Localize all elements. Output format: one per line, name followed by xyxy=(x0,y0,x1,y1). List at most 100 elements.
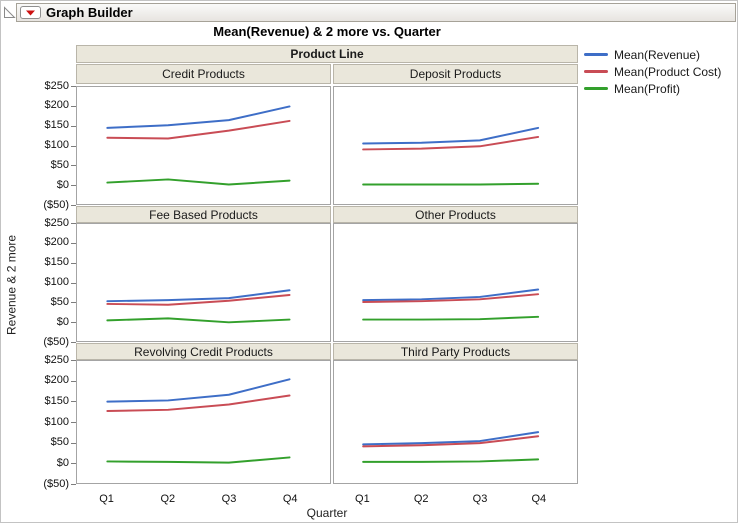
y-tick-mark xyxy=(71,442,76,444)
panel-header-third-party-products: Third Party Products xyxy=(333,343,578,360)
outline-header: Graph Builder xyxy=(16,3,736,22)
y-tick-label: $100 xyxy=(44,276,69,288)
y-tick-mark xyxy=(71,185,76,187)
window-title: Graph Builder xyxy=(46,5,133,20)
y-tick-mark xyxy=(71,360,76,361)
line-plot-other-products xyxy=(362,288,540,321)
y-tick-label: $50 xyxy=(50,158,69,171)
series-line xyxy=(362,293,540,303)
series-line xyxy=(362,182,540,186)
y-tick-label: $150 xyxy=(44,394,69,407)
line-plot-fee-based-products xyxy=(106,289,291,324)
y-axis-title: Revenue & 2 more xyxy=(4,234,19,336)
series-line xyxy=(362,458,540,463)
y-tick-mark xyxy=(71,380,76,382)
y-tick-mark xyxy=(71,125,76,127)
revenue-line-swatch-icon xyxy=(584,53,608,56)
y-tick-mark xyxy=(71,463,76,465)
y-tick-label: $0 xyxy=(56,178,69,191)
y-tick-label: ($50) xyxy=(43,477,69,490)
y-tick-mark xyxy=(71,484,76,485)
series-line xyxy=(362,435,540,448)
panel-other-products xyxy=(333,223,578,342)
y-tick-label: $200 xyxy=(44,99,69,112)
series-line xyxy=(362,288,540,302)
y-tick-label: $0 xyxy=(56,456,69,469)
panel-revolving-credit-products xyxy=(76,360,331,484)
red-triangle-menu-button[interactable] xyxy=(20,6,41,19)
y-tick-label: $150 xyxy=(44,119,69,132)
x-tick-label: Q2 xyxy=(413,493,429,505)
panel-credit-products xyxy=(76,86,331,205)
y-tick-label: $200 xyxy=(44,236,69,249)
y-tick-label: $200 xyxy=(44,374,69,387)
line-plot-third-party-products xyxy=(362,431,540,463)
x-tick-label: Q3 xyxy=(221,493,237,505)
series-line xyxy=(362,135,540,151)
disclosure-triangle-icon[interactable] xyxy=(3,6,16,19)
facet-band-product-line: Product Line xyxy=(76,45,578,63)
x-tick-label: Q4 xyxy=(282,493,298,505)
y-tick-mark xyxy=(71,342,76,343)
y-tick-mark xyxy=(71,105,76,107)
y-tick-mark xyxy=(71,302,76,304)
panel-header-other-products: Other Products xyxy=(333,206,578,223)
legend: Mean(Revenue) Mean(Product Cost) Mean(Pr… xyxy=(584,46,736,97)
x-tick-label: Q1 xyxy=(355,493,370,505)
panel-fee-based-products xyxy=(76,223,331,342)
y-tick-label: $250 xyxy=(44,79,69,92)
legend-item-profit[interactable]: Mean(Profit) xyxy=(584,80,736,97)
series-line xyxy=(106,119,291,140)
y-tick-label: $100 xyxy=(44,415,69,428)
series-line xyxy=(106,378,291,403)
y-tick-label: $50 xyxy=(50,295,69,308)
line-plot-deposit-products xyxy=(362,126,540,186)
series-line xyxy=(362,126,540,145)
y-tick-mark xyxy=(71,422,76,423)
y-tick-mark xyxy=(71,322,76,324)
product-cost-line-swatch-icon xyxy=(584,70,608,73)
x-tick-label: Q4 xyxy=(531,493,547,505)
panel-third-party-products xyxy=(333,360,578,484)
panel-header-deposit-products: Deposit Products xyxy=(333,64,578,84)
y-tick-label: $150 xyxy=(44,256,69,269)
y-tick-mark xyxy=(71,401,76,403)
panel-header-revolving-credit-products: Revolving Credit Products xyxy=(76,343,331,360)
series-line xyxy=(106,105,291,129)
y-tick-mark xyxy=(71,205,76,206)
y-tick-mark xyxy=(71,242,76,244)
y-tick-label: $50 xyxy=(50,436,69,449)
series-line xyxy=(362,315,540,321)
y-tick-label: $100 xyxy=(44,139,69,151)
panel-deposit-products xyxy=(333,86,578,205)
legend-item-product-cost[interactable]: Mean(Product Cost) xyxy=(584,63,736,80)
y-tick-label: $0 xyxy=(56,315,69,328)
series-line xyxy=(106,394,291,412)
profit-line-swatch-icon xyxy=(584,87,608,90)
line-plot-revolving-credit-products xyxy=(106,378,291,464)
y-tick-label: $250 xyxy=(44,353,69,366)
legend-item-revenue[interactable]: Mean(Revenue) xyxy=(584,46,736,63)
x-axis-title: Quarter xyxy=(306,506,348,520)
y-tick-label: ($50) xyxy=(43,198,69,211)
panel-header-fee-based-products: Fee Based Products xyxy=(76,206,331,223)
y-tick-mark xyxy=(71,86,76,87)
series-line xyxy=(106,317,291,324)
y-tick-mark xyxy=(71,165,76,167)
chart-title: Mean(Revenue) & 2 more vs. Quarter xyxy=(213,24,441,39)
y-tick-mark xyxy=(71,282,76,284)
red-triangle-icon xyxy=(26,10,35,15)
series-line xyxy=(106,289,291,303)
x-tick-label: Q1 xyxy=(99,493,114,505)
y-tick-mark xyxy=(71,145,76,147)
x-tick-label: Q2 xyxy=(160,493,176,505)
panel-header-credit-products: Credit Products xyxy=(76,64,331,84)
series-line xyxy=(106,456,291,464)
y-tick-mark xyxy=(71,223,76,224)
y-tick-mark xyxy=(71,262,76,264)
y-tick-label: $250 xyxy=(44,216,69,229)
series-line xyxy=(362,431,540,446)
series-line xyxy=(106,178,291,186)
x-tick-label: Q3 xyxy=(472,493,488,505)
